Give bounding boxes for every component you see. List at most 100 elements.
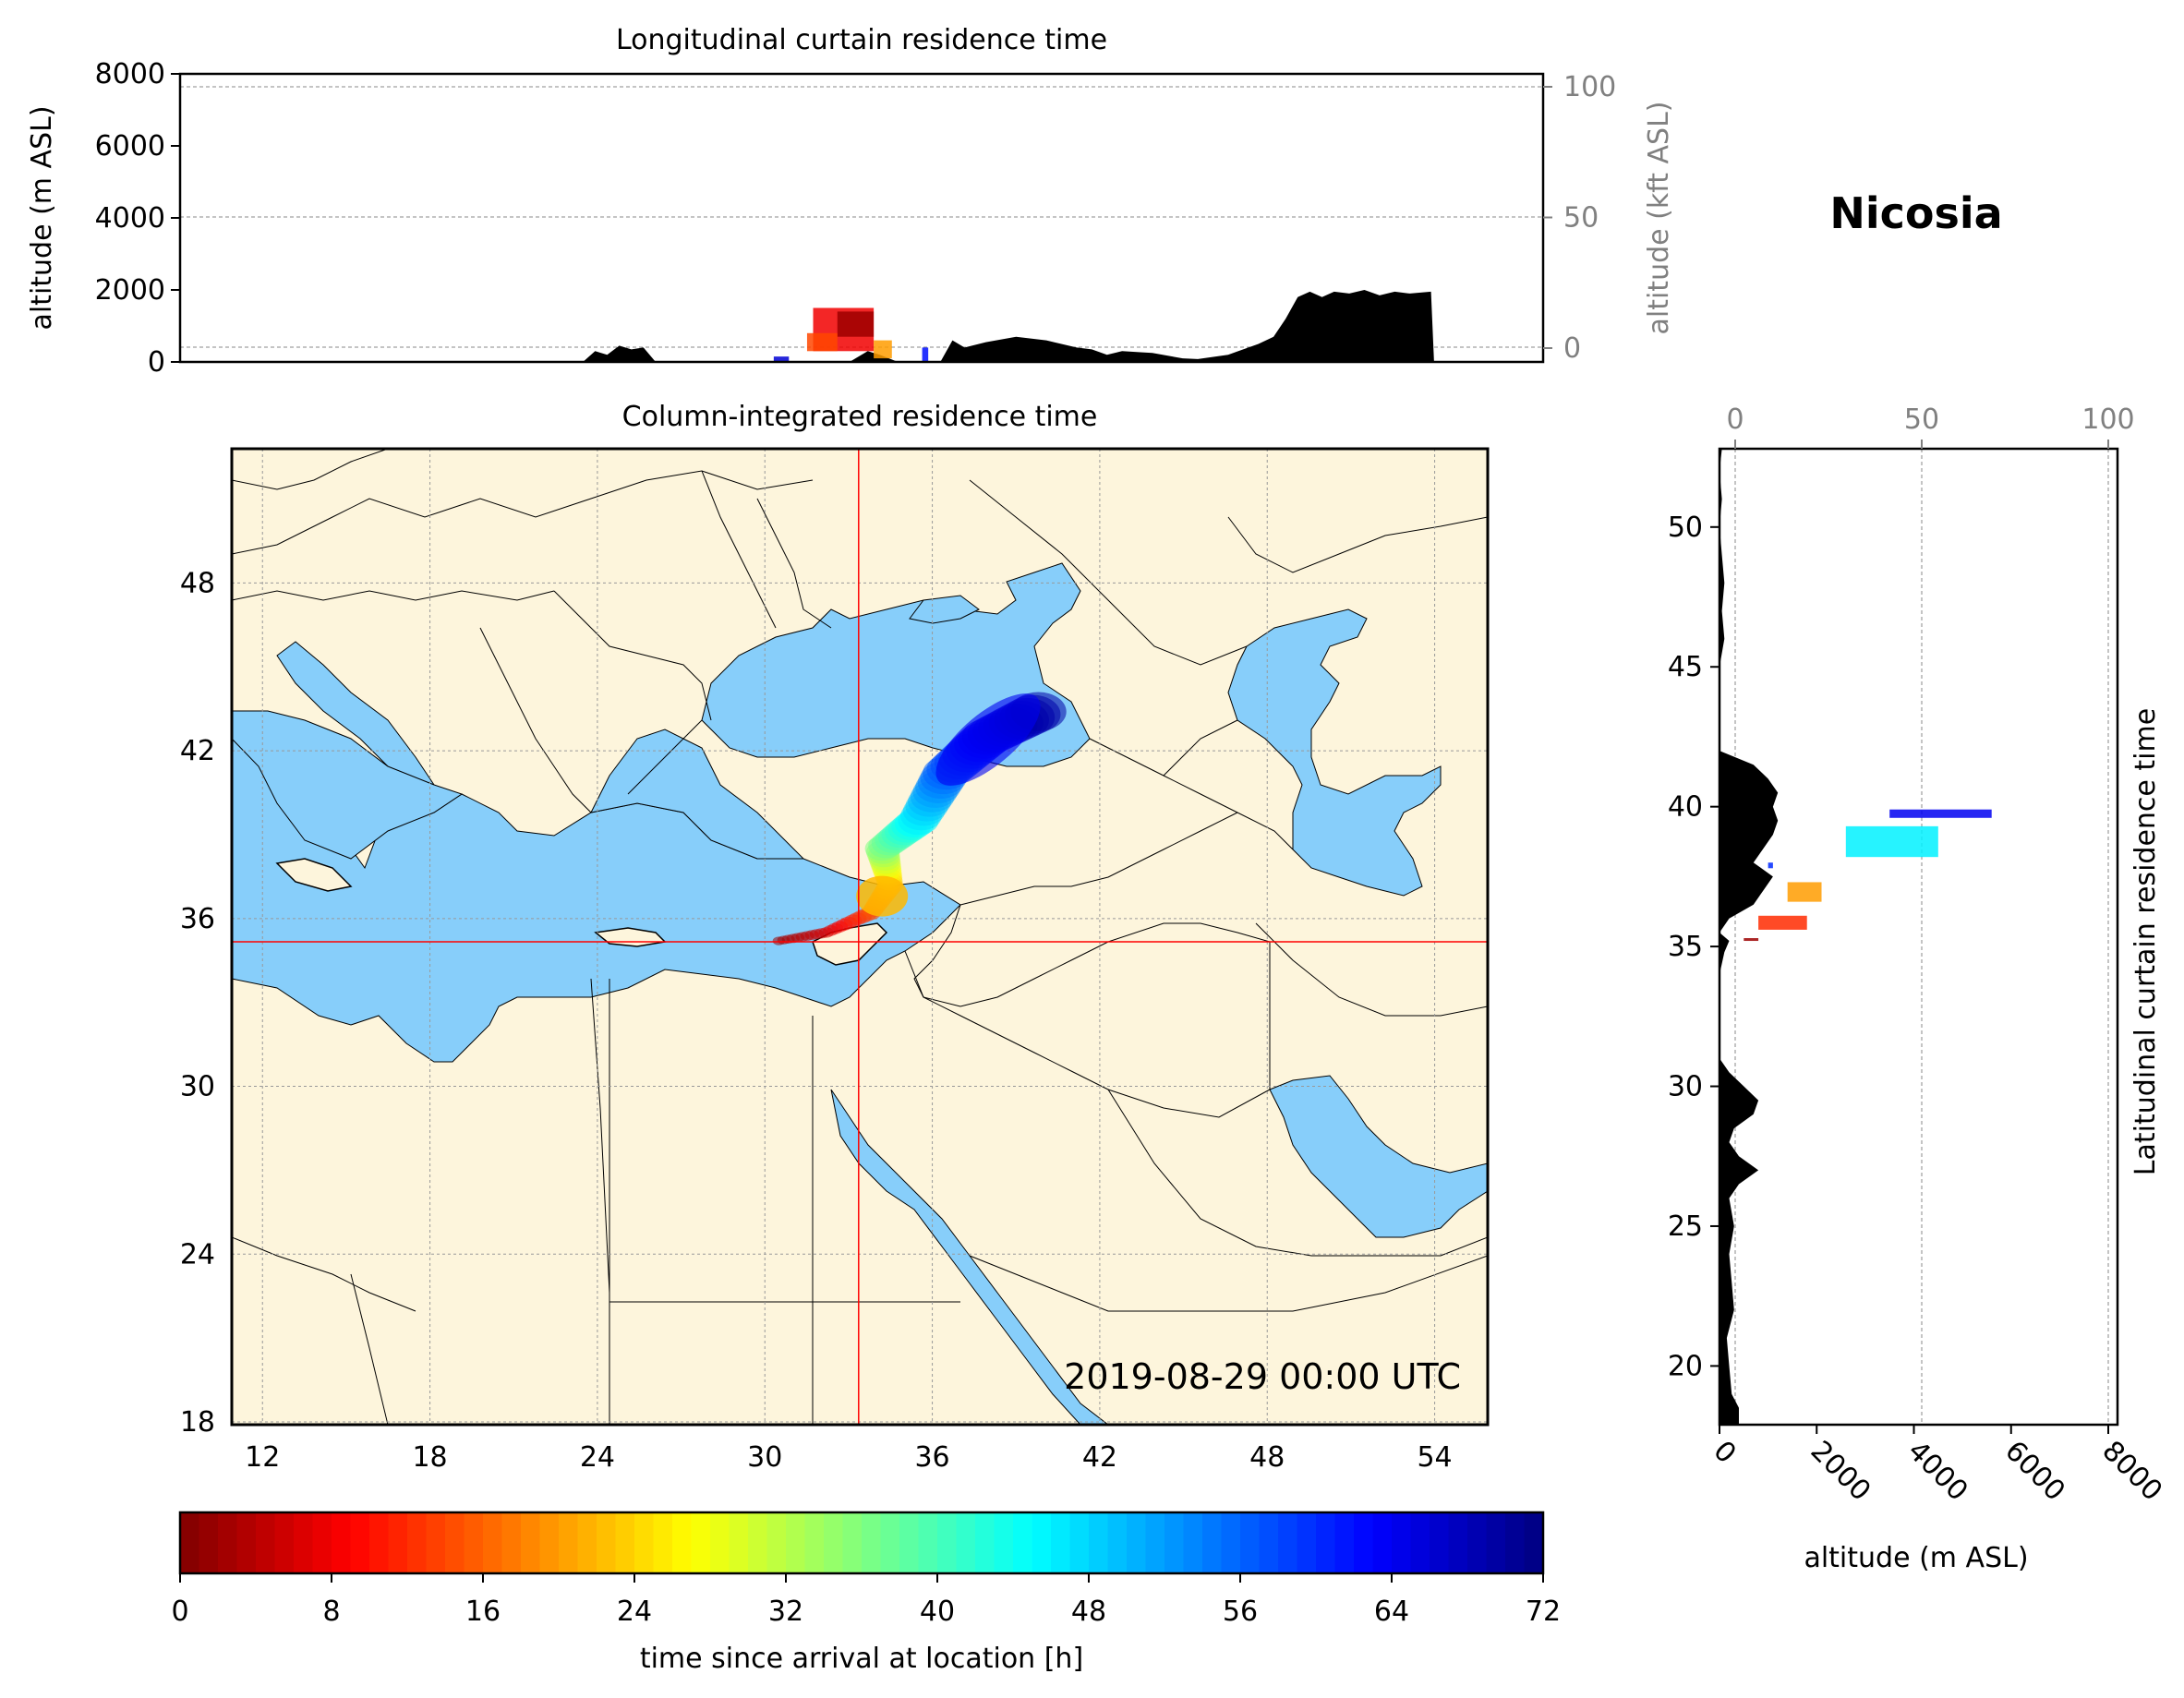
- colorbar-segment: [559, 1512, 579, 1573]
- lat-residence-patch: [1768, 862, 1773, 869]
- colorbar-tick-label: 0: [171, 1596, 188, 1628]
- colorbar-segment: [350, 1512, 370, 1573]
- lat-curtain-frame: [1718, 447, 2119, 1427]
- map-xtick-label: 42: [1082, 1441, 1117, 1474]
- lat-curtain-alt-axis: 0 2000 4000 6000 8000: [1707, 1425, 2168, 1508]
- colorbar-segment: [956, 1512, 976, 1573]
- colorbar-segment: [786, 1512, 806, 1573]
- colorbar-segment: [1164, 1512, 1185, 1573]
- colorbar-segment: [1013, 1512, 1033, 1573]
- tyrrhenian-ionian-sea: [232, 710, 464, 860]
- lat-xtick-label: 6000: [1998, 1435, 2071, 1508]
- lon-left-axis: 0 2000 4000 6000 8000: [95, 58, 180, 379]
- colorbar-segment: [1354, 1512, 1374, 1573]
- lon-ytick-label: 8000: [95, 58, 165, 90]
- colorbar-segment: [842, 1512, 863, 1573]
- colorbar-tick-label: 64: [1374, 1596, 1409, 1628]
- colorbar-segment: [332, 1512, 352, 1573]
- colorbar-segment: [1410, 1512, 1430, 1573]
- lat-xtick-label: 0: [1707, 1435, 1742, 1470]
- colorbar-segment: [539, 1512, 560, 1573]
- lon-curtain-title: Longitudinal curtain residence time: [616, 24, 1107, 56]
- colorbar-frame: [178, 1511, 1545, 1575]
- lat-residence-patch: [1744, 938, 1759, 942]
- colorbar-tick-label: 40: [920, 1596, 955, 1628]
- colorbar-segment: [1430, 1512, 1450, 1573]
- colorbar-segment: [975, 1512, 995, 1573]
- colorbar-segment: [804, 1512, 825, 1573]
- lon-ytick-label: 2000: [95, 274, 165, 307]
- colorbar-segment: [766, 1512, 787, 1573]
- colorbar-axis: 0 8 16 24 32 40 48 56 64 72: [171, 1573, 1561, 1628]
- terrain-profile-lat: [1719, 449, 1779, 1425]
- lon-ytick-right-label: 100: [1563, 71, 1616, 103]
- map-title: Column-integrated residence time: [622, 401, 1098, 433]
- lat-ytick-label: 20: [1668, 1350, 1703, 1382]
- colorbar-segment: [256, 1512, 276, 1573]
- map-xtick-label: 48: [1249, 1441, 1285, 1474]
- colorbar-segment: [1524, 1512, 1544, 1573]
- colorbar-segment: [824, 1512, 844, 1573]
- colorbar-segment: [918, 1512, 938, 1573]
- aegean-sea: [590, 729, 805, 860]
- map-ytick-label: 42: [180, 735, 215, 767]
- colorbar-tick-label: 72: [1526, 1596, 1561, 1628]
- colorbar-segment: [369, 1512, 390, 1573]
- timestamp-label: 2019-08-29 00:00 UTC: [1064, 1356, 1461, 1397]
- colorbar-segment: [672, 1512, 693, 1573]
- colorbar-segment: [1240, 1512, 1261, 1573]
- lat-curtain-lat-axis: 20 25 30 35 40 45 50: [1668, 512, 1719, 1382]
- lon-ylabel-right: altitude (kft ASL): [1643, 101, 1675, 334]
- colorbar-segment: [1202, 1512, 1223, 1573]
- colorbar-segment: [653, 1512, 673, 1573]
- colorbar-segment: [1505, 1512, 1526, 1573]
- colorbar-segment: [1221, 1512, 1241, 1573]
- lat-ytick-label: 25: [1668, 1210, 1703, 1243]
- colorbar-segment: [1316, 1512, 1336, 1573]
- lon-ytick-label: 0: [148, 346, 165, 379]
- lon-ytick-label: 4000: [95, 202, 165, 235]
- colorbar-segment: [1069, 1512, 1090, 1573]
- lat-xtick-label: 4000: [1901, 1435, 1974, 1508]
- colorbar-tick-label: 48: [1071, 1596, 1106, 1628]
- colorbar-segments: [180, 1512, 1544, 1573]
- colorbar-segment: [312, 1512, 332, 1573]
- colorbar-segment: [236, 1512, 257, 1573]
- colorbar-segment: [388, 1512, 408, 1573]
- colorbar-tick-label: 56: [1223, 1596, 1258, 1628]
- colorbar-segment: [1145, 1512, 1165, 1573]
- lon-residence-patch: [874, 340, 892, 359]
- map-xtick-label: 18: [412, 1441, 447, 1474]
- colorbar-tick-label: 32: [768, 1596, 803, 1628]
- colorbar-segment: [1107, 1512, 1128, 1573]
- colorbar-segment: [937, 1512, 958, 1573]
- colorbar-segment: [1183, 1512, 1203, 1573]
- colorbar-segment: [1392, 1512, 1412, 1573]
- lon-residence-patch: [837, 311, 875, 337]
- lat-ytick-label: 50: [1668, 512, 1703, 544]
- colorbar-segment: [483, 1512, 503, 1573]
- lat-residence-patch: [1889, 809, 1992, 818]
- lon-ytick-right-label: 0: [1563, 332, 1581, 365]
- map-lat-axis: 18 24 30 36 42 48: [180, 567, 215, 1439]
- map-ytick-label: 30: [180, 1071, 215, 1103]
- colorbar-segment: [1372, 1512, 1393, 1573]
- colorbar-segment: [407, 1512, 428, 1573]
- lon-right-axis: 0 50 100: [1543, 71, 1616, 365]
- map-xtick-label: 24: [580, 1441, 615, 1474]
- colorbar-segment: [1051, 1512, 1071, 1573]
- colorbar-segment: [274, 1512, 295, 1573]
- colorbar-segment: [899, 1512, 920, 1573]
- colorbar-segment: [615, 1512, 635, 1573]
- lat-xlabel: altitude (m ASL): [1804, 1542, 2028, 1574]
- lon-residence-patch: [773, 356, 790, 362]
- colorbar-tick-label: 8: [322, 1596, 340, 1628]
- colorbar-segment: [1127, 1512, 1147, 1573]
- lon-ylabel: altitude (m ASL): [26, 105, 58, 330]
- map-xtick-label: 36: [914, 1441, 949, 1474]
- colorbar: 0 8 16 24 32 40 48 56 64 72 time since arrival at…: [171, 1511, 1561, 1675]
- colorbar-segment: [691, 1512, 711, 1573]
- colorbar-label: time since arrival at location [h]: [640, 1643, 1083, 1675]
